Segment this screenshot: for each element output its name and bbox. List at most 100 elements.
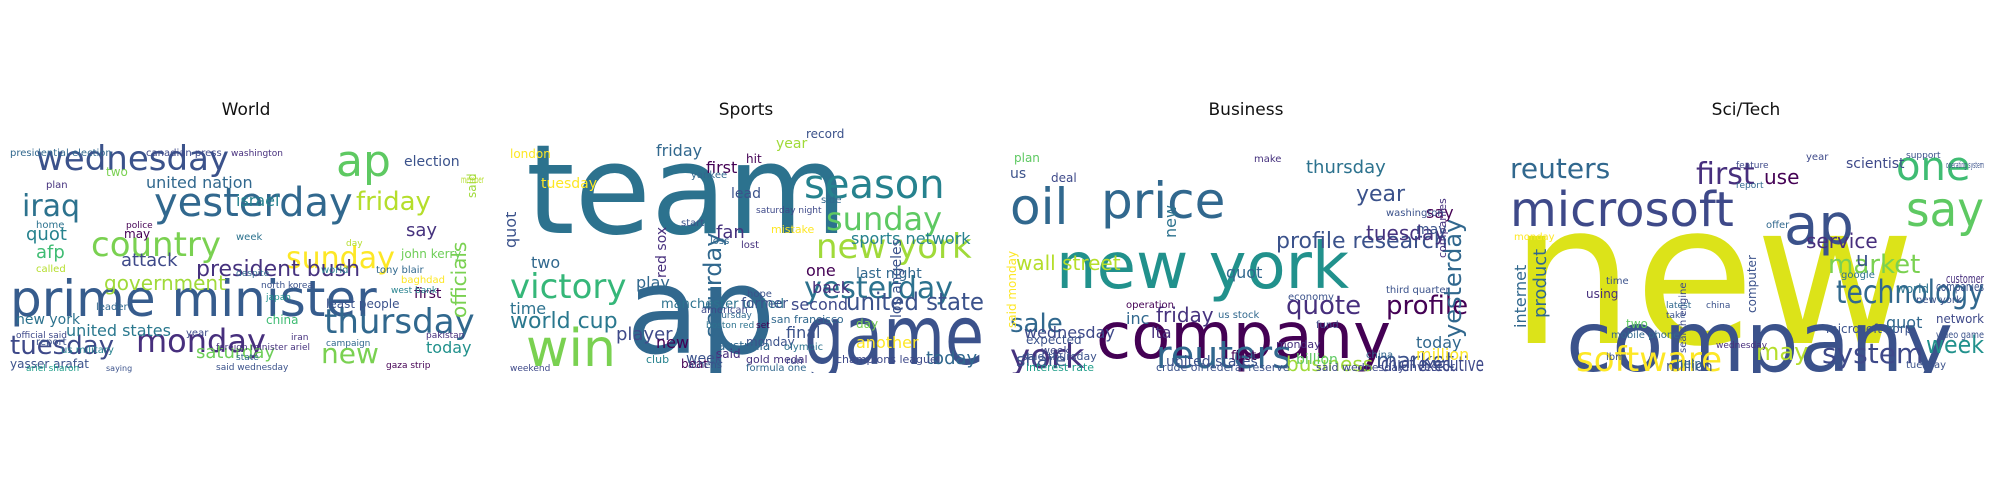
cloud-word: los angeles — [889, 239, 905, 318]
cloud-word: take — [1666, 311, 1686, 321]
cloud-word: software — [1576, 340, 1722, 373]
cloud-word: quot — [506, 212, 520, 248]
cloud-word: million — [1666, 359, 1713, 373]
cloud-word: tuesday — [1366, 221, 1446, 245]
cloud-word: technology — [1836, 273, 1984, 311]
cloud-word: scientist — [1846, 156, 1905, 172]
cloud-word: reuters — [1156, 333, 1292, 373]
cloud-word: first — [1696, 157, 1755, 192]
cloud-word: us — [1010, 166, 1026, 182]
cloud-word: monday — [136, 322, 266, 360]
cloud-word: australia — [718, 339, 770, 353]
cloud-word: day — [346, 239, 363, 249]
cloud-word: using — [1586, 287, 1618, 301]
cloud-word: new — [1161, 205, 1180, 238]
cloud-word: united states — [66, 321, 171, 340]
cloud-word: london — [510, 147, 551, 161]
cloud-word: search engine — [1678, 282, 1689, 353]
cloud-word: san francisco — [771, 313, 844, 326]
cloud-word: another — [856, 333, 919, 352]
cloud-word: hit — [746, 152, 762, 166]
wordcloud-world: prime minister wednesday yesterday monday co… — [6, 128, 486, 373]
cloud-word: player — [616, 324, 673, 345]
cloud-word: start — [681, 218, 704, 229]
cloud-word: united states — [1166, 354, 1258, 370]
cloud-word: fan — [716, 222, 745, 243]
cloud-word: time — [510, 299, 546, 318]
cloud-word: network — [1936, 312, 1984, 326]
cloud-word: may — [124, 227, 150, 241]
cloud-word: sports network — [851, 229, 971, 248]
cloud-word: computer — [1745, 255, 1759, 313]
cloud-word: inc — [1126, 309, 1149, 328]
cloud-word: lead — [731, 186, 761, 202]
cloud-word: yasser arafat — [10, 357, 89, 371]
cloud-word: yesterday — [1439, 219, 1467, 338]
cloud-word: west bank — [391, 286, 438, 296]
cloud-word: member — [461, 175, 484, 186]
cloud-word: use — [1764, 165, 1799, 189]
cloud-word: hope — [747, 289, 772, 300]
cloud-word: business — [1286, 352, 1373, 373]
cloud-word: said wednesday — [1316, 361, 1405, 373]
cloud-word: billion — [1296, 352, 1338, 368]
cloud-word: iraq — [22, 189, 80, 224]
cloud-word: least people — [326, 297, 400, 311]
cloud-word: run — [786, 356, 803, 367]
cloud-word: plan — [46, 180, 68, 191]
cloud-word: police — [126, 221, 153, 231]
panel-title: Sci/Tech — [1711, 100, 1781, 120]
cloud-word: share — [1016, 350, 1066, 371]
cloud-word: expected — [1026, 333, 1082, 347]
cloud-word: ariel sharon — [26, 364, 79, 373]
cloud-word: plan — [1014, 151, 1040, 165]
cloud-word: gaza strip — [386, 361, 431, 371]
cloud-word: tuesday — [10, 331, 114, 361]
cloud-word: season — [804, 162, 945, 208]
cloud-word: thursday — [712, 311, 753, 321]
cloud-word: israel — [236, 191, 279, 210]
cloud-word: wall street — [1016, 251, 1121, 275]
cloud-word: make — [1254, 154, 1281, 165]
cloud-word: final — [786, 323, 820, 342]
cloud-word: called — [36, 264, 66, 275]
cloud-word: loss — [710, 236, 729, 247]
cloud-word: world cup — [510, 309, 618, 334]
cloud-word: japan — [265, 293, 291, 303]
cloud-word: google — [1841, 270, 1875, 281]
cloud-word: tuesday — [541, 176, 597, 192]
cloud-word: two — [531, 253, 560, 272]
cloud-word: home — [36, 220, 64, 231]
cloud-word: saturday — [196, 342, 275, 363]
cloud-word: afp — [36, 242, 65, 263]
cloud-word: microsoft — [1510, 182, 1734, 238]
cloud-word: oil — [1010, 178, 1068, 236]
cloud-word: club — [646, 353, 669, 366]
cloud-word: today — [1416, 333, 1462, 352]
cloud-word: say — [1426, 203, 1454, 222]
cloud-word: us military — [61, 345, 114, 356]
cloud-word: economy — [1288, 292, 1334, 303]
wordcloud-business: new york company price oil reuters york profil… — [1006, 128, 1486, 373]
cloud-word: mobile phone — [1611, 330, 1679, 341]
cloud-word: record — [806, 128, 844, 141]
cloud-word: campaign — [326, 339, 370, 349]
cloud-word: first — [706, 158, 737, 177]
cloud-word: wednesday — [1716, 341, 1768, 351]
cloud-word: crude oil — [1156, 361, 1204, 373]
wordcloud-panel-sports: Sports team ap game win season new york yester… — [506, 100, 986, 380]
cloud-word: monday — [746, 335, 795, 349]
cloud-word: week — [686, 351, 724, 367]
cloud-word: investor — [1406, 360, 1455, 373]
cloud-word: government — [104, 271, 226, 295]
cloud-word: wednesday — [36, 139, 229, 179]
cloud-word: state — [236, 353, 259, 363]
cloud-word: china — [1706, 301, 1730, 311]
cloud-word: gold medal — [746, 353, 808, 366]
cloud-word: one — [1896, 144, 1970, 190]
cloud-word: tuesday — [1906, 360, 1946, 371]
cloud-word: election — [404, 154, 460, 170]
cloud-word: two — [1626, 317, 1648, 331]
cloud-word: officials — [447, 242, 471, 318]
cloud-word: market — [1376, 349, 1454, 373]
